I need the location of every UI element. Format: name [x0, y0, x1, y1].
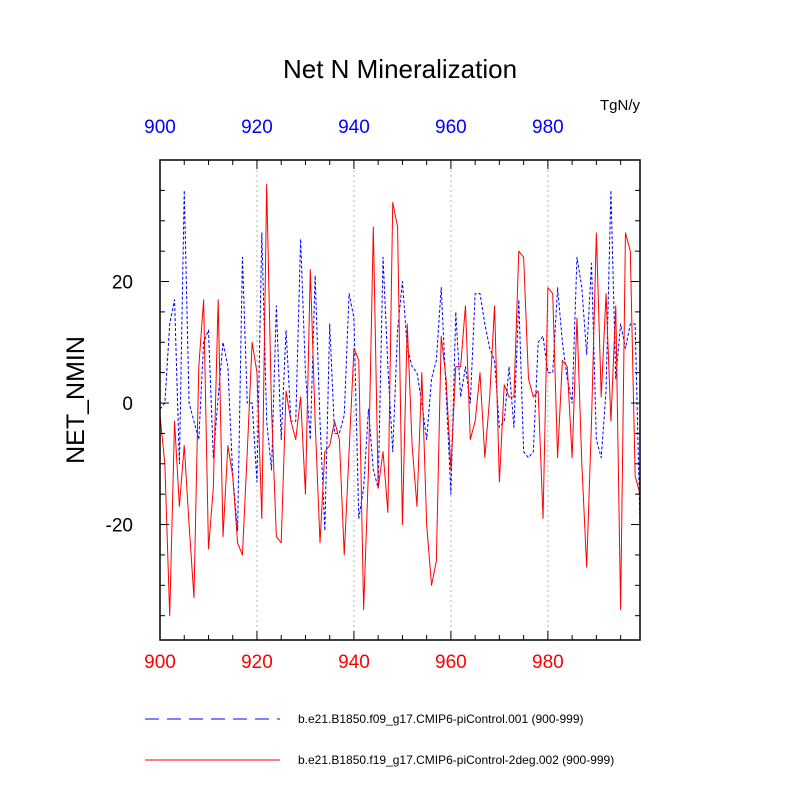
legend: b.e21.B1850.f09_g17.CMIP6-piControl.001 … — [145, 712, 614, 767]
grid-lines — [256, 160, 549, 640]
tick-labels: 900 900 920 920 940 940 960 960 980 980 -20 0 20 — [106, 117, 564, 673]
chart-title: Net N Mineralization — [283, 54, 517, 84]
x-tick-label-bottom: 960 — [435, 652, 467, 673]
units-label: TgN/y — [600, 97, 641, 114]
series-line-2 — [159, 183, 641, 617]
legend-label-series-1: b.e21.B1850.f09_g17.CMIP6-piControl.001 … — [298, 712, 584, 726]
y-tick-label: -20 — [106, 516, 133, 537]
series-layer — [159, 183, 641, 617]
x-tick-label-top: 900 — [144, 117, 176, 138]
x-tick-label-bottom: 940 — [338, 652, 370, 673]
series-line-1 — [159, 189, 641, 532]
y-axis-label: NET_NMIN — [62, 336, 90, 464]
x-tick-label-top: 940 — [338, 117, 370, 138]
y-tick-label: 20 — [112, 273, 133, 294]
x-tick-label-top: 960 — [435, 117, 467, 138]
legend-label-series-2: b.e21.B1850.f19_g17.CMIP6-piControl-2deg… — [298, 753, 614, 767]
plot-frame — [159, 159, 641, 641]
tick-marks — [159, 160, 640, 640]
x-tick-label-bottom: 920 — [241, 652, 273, 673]
x-tick-label-bottom: 900 — [144, 652, 176, 673]
x-tick-label-top: 920 — [241, 117, 273, 138]
y-tick-label: 0 — [122, 394, 133, 415]
x-tick-label-bottom: 980 — [532, 652, 564, 673]
x-tick-label-top: 980 — [532, 117, 564, 138]
